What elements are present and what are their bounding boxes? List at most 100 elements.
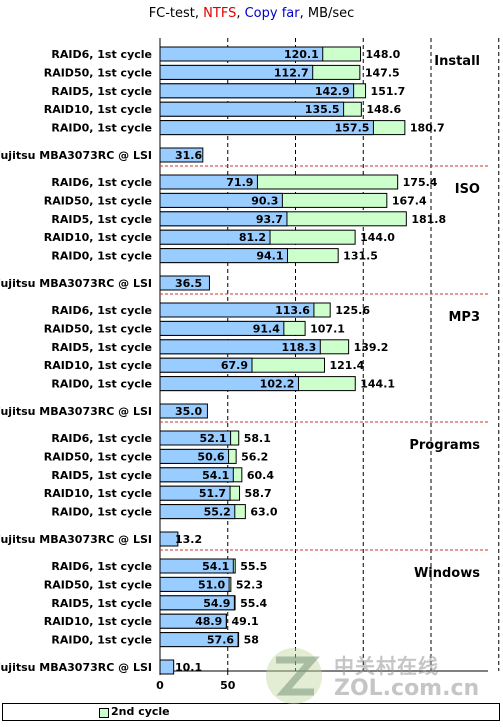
bar-first-cycle [159, 376, 299, 392]
category-label: RAID50, 1st cycle [44, 194, 152, 207]
data-label-first-cycle: 91.4 [253, 322, 280, 335]
group-label-iso: ISO [455, 182, 480, 197]
data-label-second-cycle: 139.2 [354, 341, 389, 354]
category-label: RAID5, 1st cycle [51, 597, 152, 610]
bar-first-cycle [159, 46, 324, 62]
watermark-zh: 中关村在线 [334, 654, 439, 678]
bar-first-cycle [159, 248, 289, 264]
data-label-first-cycle: 135.5 [305, 103, 340, 116]
bar-first-cycle [159, 613, 227, 629]
data-label-second-cycle: 55.4 [240, 597, 267, 610]
category-label: RAID50, 1st cycle [44, 450, 152, 463]
bar-first-cycle [159, 485, 231, 501]
legend-swatch-2nd-cycle [99, 708, 109, 718]
data-label-second-cycle: 55.5 [240, 560, 267, 573]
data-label-first-cycle: 57.6 [207, 634, 234, 647]
bar-first-cycle [159, 448, 230, 464]
category-label: RAID0, 1st cycle [51, 250, 152, 263]
data-label-first-cycle: 102.2 [260, 378, 295, 391]
data-label-first-cycle: 13.2 [175, 533, 202, 546]
bar-first-cycle [159, 275, 210, 291]
x-tick-label: 50 [220, 679, 236, 692]
category-label: Fujitsu MBA3073RC @ LSI [0, 277, 152, 290]
title-part-ntfs: NTFS [203, 6, 237, 21]
bar-first-cycle [159, 430, 232, 446]
category-label: RAID6, 1st cycle [51, 176, 152, 189]
category-label: RAID10, 1st cycle [44, 487, 152, 500]
watermark-en: ZOL.com.cn [334, 676, 480, 701]
data-label-first-cycle: 54.9 [203, 597, 230, 610]
data-label-first-cycle: 90.3 [251, 194, 278, 207]
category-label: RAID6, 1st cycle [51, 560, 152, 573]
data-label-first-cycle: 50.6 [197, 450, 224, 463]
bar-first-cycle [159, 531, 179, 547]
bar-first-cycle [159, 192, 283, 208]
data-label-second-cycle: 167.4 [392, 194, 427, 207]
data-label-second-cycle: 144.1 [360, 378, 395, 391]
data-label-second-cycle: 131.5 [343, 250, 378, 263]
data-label-first-cycle: 10.1 [175, 661, 202, 674]
data-label-second-cycle: 58 [244, 634, 259, 647]
legend: 2nd cycle [2, 703, 500, 721]
data-label-second-cycle: 49.1 [232, 615, 259, 628]
data-label-first-cycle: 35.0 [175, 405, 202, 418]
bar-first-cycle [159, 83, 355, 99]
data-label-second-cycle: 125.6 [335, 304, 370, 317]
category-label: RAID0, 1st cycle [51, 506, 152, 519]
category-label: RAID50, 1st cycle [44, 322, 152, 335]
group-label-install: Install [434, 54, 480, 69]
bar-first-cycle [159, 403, 208, 419]
category-label: RAID6, 1st cycle [51, 48, 152, 61]
data-label-second-cycle: 107.1 [310, 322, 345, 335]
bar-first-cycle [159, 302, 315, 318]
category-label: RAID10, 1st cycle [44, 103, 152, 116]
data-label-first-cycle: 48.9 [195, 615, 222, 628]
group-label-windows: Windows [414, 566, 480, 581]
bar-first-cycle [159, 595, 235, 611]
category-label: RAID0, 1st cycle [51, 122, 152, 135]
group-label-programs: Programs [409, 438, 480, 453]
category-label: RAID10, 1st cycle [44, 359, 152, 372]
data-label-first-cycle: 93.7 [256, 213, 283, 226]
bar-first-cycle [159, 339, 321, 355]
title-part-3: , [236, 6, 245, 21]
data-label-first-cycle: 71.9 [226, 176, 253, 189]
bar-first-cycle [159, 64, 314, 80]
bar-first-cycle [159, 558, 234, 574]
data-label-second-cycle: 58.1 [244, 432, 271, 445]
data-label-first-cycle: 142.9 [315, 85, 350, 98]
category-label: RAID0, 1st cycle [51, 378, 152, 391]
bar-first-cycle [159, 101, 345, 117]
data-label-second-cycle: 151.7 [371, 85, 406, 98]
category-label: Fujitsu MBA3073RC @ LSI [0, 149, 152, 162]
category-label: RAID5, 1st cycle [51, 213, 152, 226]
category-label: RAID5, 1st cycle [51, 469, 152, 482]
category-label: RAID5, 1st cycle [51, 85, 152, 98]
category-label: RAID10, 1st cycle [44, 231, 152, 244]
bar-first-cycle [159, 229, 271, 245]
bar-first-cycle [159, 174, 258, 190]
data-label-first-cycle: 55.2 [204, 506, 231, 519]
category-label: RAID50, 1st cycle [44, 66, 152, 79]
data-label-second-cycle: 181.8 [411, 213, 446, 226]
data-label-first-cycle: 94.1 [256, 250, 283, 263]
category-label: RAID10, 1st cycle [44, 615, 152, 628]
bar-first-cycle [159, 147, 204, 163]
bar-first-cycle [159, 632, 239, 648]
data-label-first-cycle: 120.1 [284, 48, 319, 61]
bar-first-cycle [159, 659, 175, 675]
data-label-second-cycle: 144.0 [360, 231, 395, 244]
data-label-first-cycle: 81.2 [239, 231, 266, 244]
bar-first-cycle [159, 467, 234, 483]
bar-first-cycle [159, 211, 288, 227]
data-label-first-cycle: 54.1 [202, 560, 229, 573]
category-label: Fujitsu MBA3073RC @ LSI [0, 533, 152, 546]
watermark-logo: 中关村在线 ZOL.com.cn [262, 640, 502, 710]
data-label-first-cycle: 51.7 [199, 487, 226, 500]
data-label-second-cycle: 56.2 [241, 450, 268, 463]
data-label-first-cycle: 113.6 [275, 304, 310, 317]
chart-title: FC-test, NTFS, Copy far, MB/sec [0, 6, 503, 21]
title-part-copy-far: Copy far [244, 6, 300, 21]
data-label-second-cycle: 148.0 [366, 48, 401, 61]
data-label-second-cycle: 175.4 [403, 176, 438, 189]
